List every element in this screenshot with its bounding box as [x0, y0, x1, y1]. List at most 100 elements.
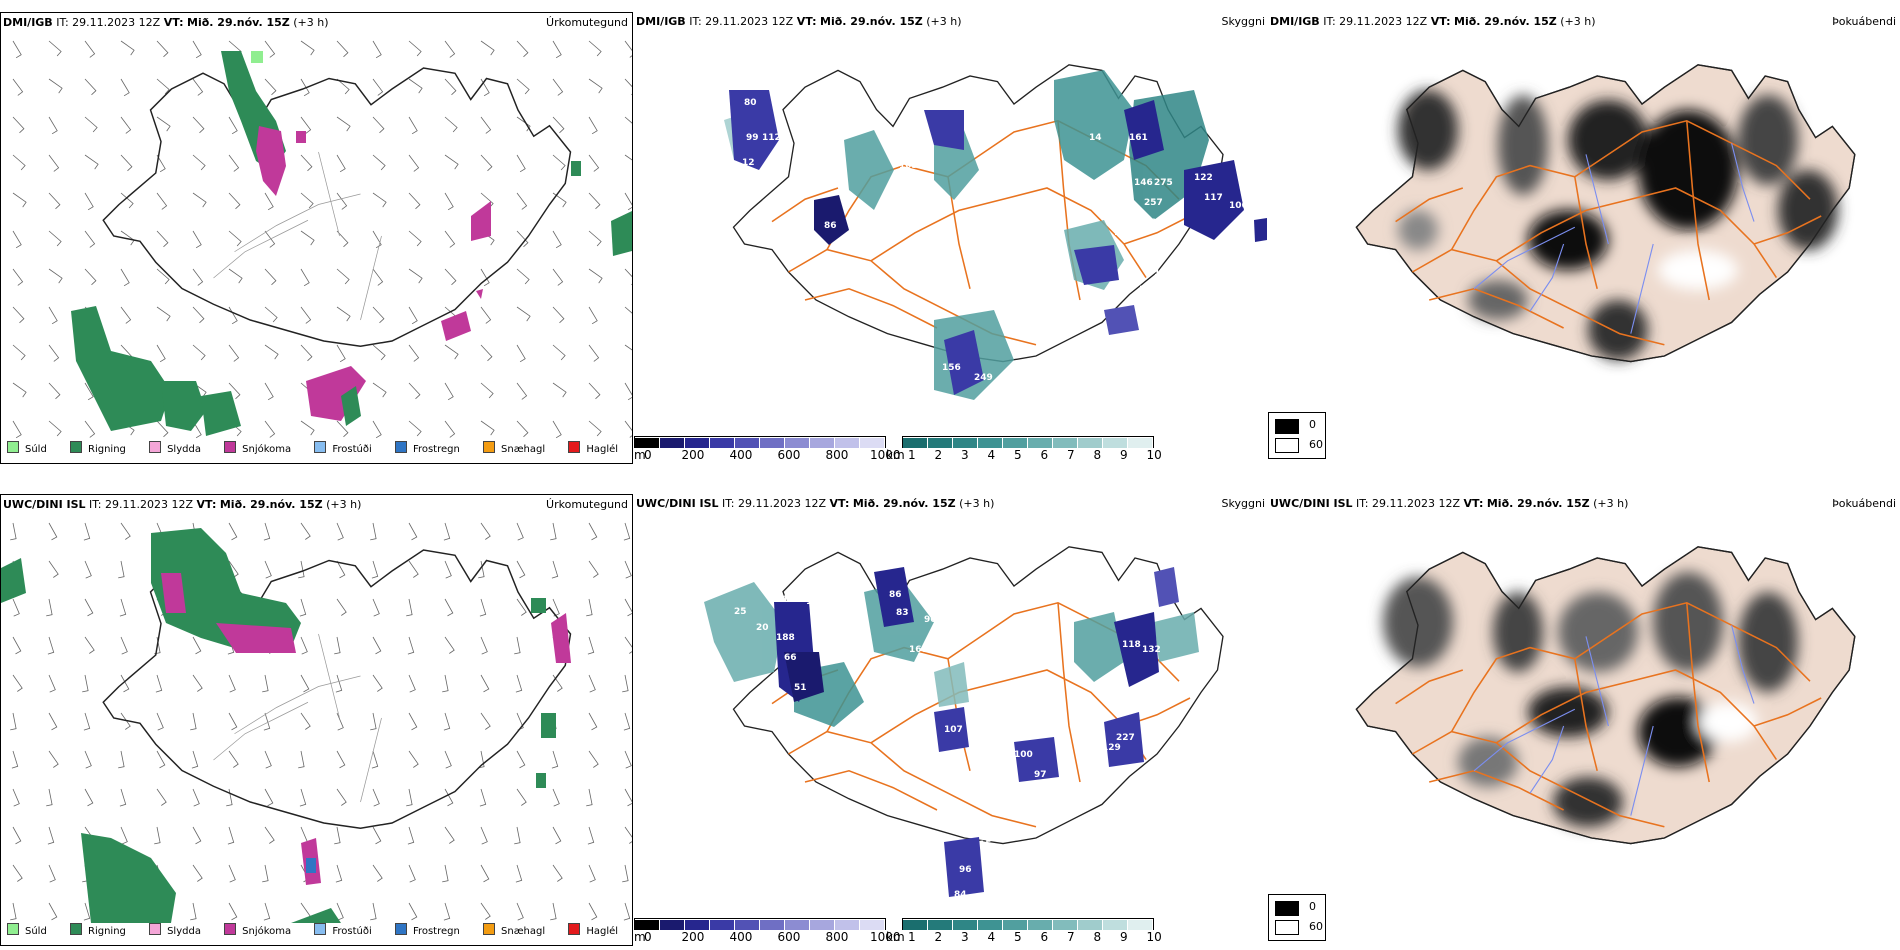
svg-text:161: 161	[1129, 133, 1148, 143]
wind-barb	[588, 522, 598, 541]
svg-text:100: 100	[1014, 750, 1033, 760]
wind-barb	[480, 40, 495, 56]
wind-barb	[47, 636, 55, 655]
wind-barb	[588, 420, 602, 437]
svg-text:122: 122	[1194, 173, 1213, 183]
cloud-map: 114 103 25 20 188 66 51 86 83 90 168 107…	[704, 546, 1224, 900]
wind-barb	[192, 420, 202, 439]
legend-item: Haglél	[568, 441, 618, 455]
wind-barb	[156, 712, 164, 731]
svg-text:20: 20	[756, 623, 769, 633]
wind-barb	[478, 750, 485, 769]
wind-barb	[516, 420, 529, 438]
wind-barb	[192, 864, 203, 882]
panel-header: UWC/DINI ISL IT: 29.11.2023 12Z VT: Mið.…	[636, 497, 995, 510]
wind-barb	[372, 864, 383, 882]
legend-item: Frostúði	[314, 441, 372, 455]
wind-barb	[336, 116, 351, 132]
precip-legend: Súld Rigning Slydda Snjókoma Frostúði Fr…	[7, 441, 632, 455]
svg-text:227: 227	[1116, 733, 1135, 743]
wind-barb	[444, 344, 459, 360]
scale-cell	[953, 920, 978, 930]
wind-barb	[82, 674, 89, 693]
wind-barb	[588, 674, 596, 693]
svg-text:188: 188	[776, 633, 795, 643]
wind-barb	[408, 40, 422, 57]
svg-text:118: 118	[1122, 640, 1141, 650]
wind-barb	[48, 268, 63, 284]
wind-barb	[624, 636, 632, 654]
svg-text:129: 129	[1102, 743, 1121, 753]
wind-barb	[336, 154, 346, 173]
scale-label: 8	[1093, 930, 1102, 944]
fog-intensity	[1398, 90, 1838, 360]
wind-barb	[444, 636, 455, 654]
wind-barb	[336, 902, 344, 921]
wind-barb	[192, 116, 205, 134]
fog-panel-top: DMI/IGB IT: 29.11.2023 12Z VT: Mið. 29.n…	[1268, 12, 1900, 464]
svg-text:156: 156	[942, 363, 961, 373]
panel-title: Úrkomutegund	[546, 16, 628, 29]
wind-barb	[192, 154, 206, 171]
wind-barb	[192, 192, 207, 208]
scale-label: 9	[1120, 448, 1128, 462]
scale-cell	[1053, 920, 1078, 930]
wind-barb	[83, 902, 91, 921]
wind-barb	[10, 902, 17, 921]
scale-cell	[785, 920, 810, 930]
wind-barb	[48, 674, 56, 693]
wind-barb	[48, 750, 59, 768]
wind-barb	[48, 344, 60, 362]
svg-text:80: 80	[744, 98, 757, 108]
wind-barb	[228, 674, 236, 693]
wind-barb	[622, 864, 629, 883]
wind-barb	[336, 560, 346, 579]
wind-barb	[588, 192, 601, 210]
scale-label: 3	[961, 930, 969, 944]
wind-barb	[84, 382, 94, 401]
scale-unit: m	[634, 930, 646, 944]
wind-barb	[228, 306, 238, 325]
wind-barb	[588, 864, 596, 883]
wind-barb	[370, 902, 377, 921]
scale-cell	[953, 438, 978, 448]
wind-barb	[300, 40, 315, 56]
wind-barb	[624, 826, 632, 844]
legend-item: Frostregn	[394, 923, 460, 937]
scale-cell	[760, 920, 785, 930]
fog-map	[1355, 546, 1856, 845]
wind-barb	[552, 344, 566, 361]
wind-barb	[228, 116, 238, 135]
wind-barb	[84, 420, 96, 438]
wind-barb	[588, 712, 598, 731]
wind-barb	[372, 420, 382, 439]
scale-cell	[660, 920, 685, 930]
wind-barb	[443, 902, 451, 921]
scale-label: 1000	[870, 448, 901, 462]
wind-barb	[228, 560, 239, 578]
wind-barb	[444, 788, 454, 807]
wind-barb	[372, 826, 382, 845]
wind-barb	[372, 306, 385, 324]
panel-header: DMI/IGB IT: 29.11.2023 12Z VT: Mið. 29.n…	[3, 16, 329, 29]
wind-barb	[442, 674, 449, 693]
wind-barb	[228, 522, 238, 541]
wind-barb	[516, 788, 527, 806]
wind-barb	[480, 674, 490, 693]
wind-barb	[552, 78, 564, 96]
scale-label: 1000	[870, 930, 901, 944]
wind-barb	[10, 712, 17, 731]
wind-barb	[480, 522, 491, 540]
svg-text:51: 51	[794, 683, 807, 693]
wind-barb	[444, 40, 456, 58]
scale-cell	[735, 920, 760, 930]
fog-map	[1355, 64, 1856, 363]
wind-barb	[624, 116, 632, 124]
svg-text:96: 96	[959, 865, 972, 875]
wind-barb	[551, 750, 559, 769]
scale-cell	[635, 438, 660, 448]
wind-barb	[84, 636, 95, 654]
svg-text:25: 25	[734, 607, 747, 617]
svg-text:103: 103	[806, 597, 825, 607]
wind-barb	[444, 750, 452, 769]
